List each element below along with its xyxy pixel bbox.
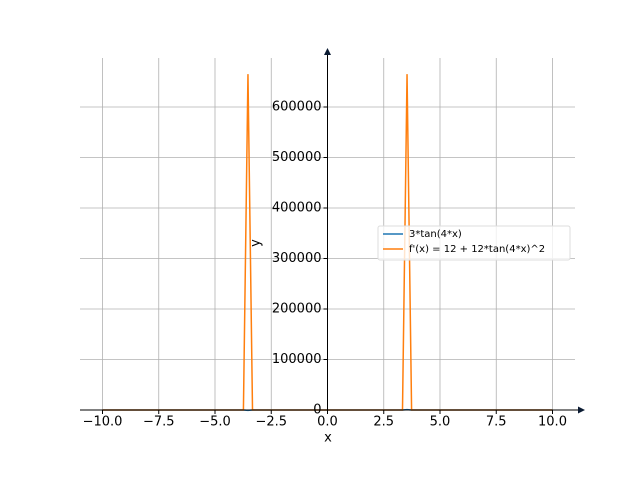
legend-box [377,225,571,261]
legend-label: f'(x) = 12 + 12*tan(4*x)^2 [409,244,545,255]
y-tick-label: 600000 [272,99,322,114]
x-tick-label: −10.0 [83,415,123,430]
y-tick-label: 400000 [272,200,322,215]
x-tick-label: 0.0 [317,415,338,430]
y-tick-label: 100000 [272,352,322,367]
y-axis-label: y [249,239,264,247]
x-tick-label: −2.5 [255,415,287,430]
x-tick-label: 10.0 [538,415,567,430]
x-tick-label: 7.5 [486,415,507,430]
x-tick-label: −5.0 [199,415,231,430]
x-tick-label: −7.5 [143,415,175,430]
y-axis-arrow [324,48,331,55]
x-axis-arrow [578,406,585,414]
legend: 3*tan(4*x) f'(x) = 12 + 12*tan(4*x)^2 [377,225,571,261]
y-tick-label: 500000 [272,150,322,165]
x-axis-label: x [324,431,332,446]
x-tick-label: 2.5 [373,415,394,430]
y-tick-label: 300000 [272,251,322,266]
y-tick-label: 200000 [272,301,322,316]
x-tick-label: 5.0 [430,415,451,430]
legend-label: 3*tan(4*x) [409,229,462,240]
y-tick-label: 0 [313,403,321,418]
